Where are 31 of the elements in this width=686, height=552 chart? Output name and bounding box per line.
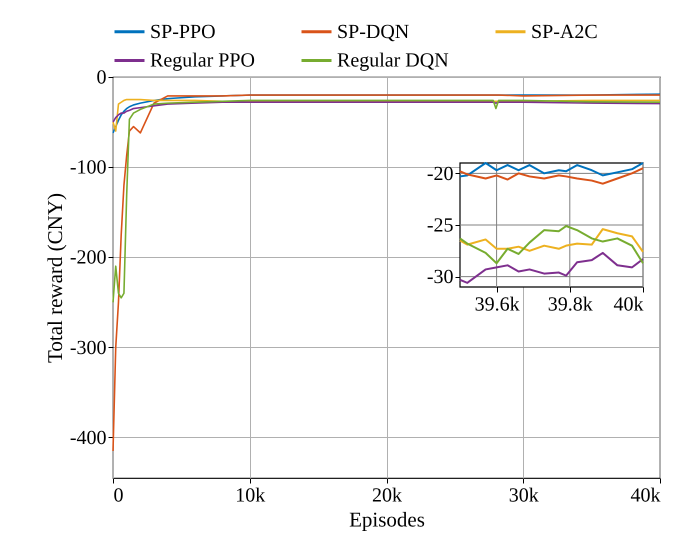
y-tick-label: -100 xyxy=(70,156,106,179)
x-tick-label: 0 xyxy=(114,484,124,506)
line-series xyxy=(112,101,661,123)
x-tick-label: 40k xyxy=(614,294,644,316)
line-series xyxy=(459,167,644,185)
line-series xyxy=(112,94,661,452)
x-tick-label: 39.8k xyxy=(548,294,593,316)
y-axis-title: Total reward (CNY) xyxy=(42,193,67,363)
y-tick-label: -25 xyxy=(426,214,454,236)
x-tick-label: 10k xyxy=(235,484,266,506)
y-tick-label: -400 xyxy=(70,426,106,449)
line-series xyxy=(459,228,644,253)
legend-label: SP-DQN xyxy=(337,20,410,43)
legend-label: SP-PPO xyxy=(150,20,216,43)
legend-label: Regular PPO xyxy=(150,50,255,72)
y-tick-label: 0 xyxy=(96,66,106,88)
line-series xyxy=(459,252,644,284)
legend-label: Regular DQN xyxy=(337,50,449,72)
legend-label: SP-A2C xyxy=(531,20,598,43)
y-tick-label: -30 xyxy=(426,266,454,288)
x-tick-label: 39.6k xyxy=(474,294,520,316)
line-series xyxy=(459,225,644,264)
y-tick-label: -20 xyxy=(426,162,454,185)
y-tick-label: -300 xyxy=(70,336,106,359)
x-tick-label: 30k xyxy=(508,484,539,506)
y-tick-label: -200 xyxy=(70,246,106,269)
line-series xyxy=(459,162,644,178)
line-series xyxy=(112,98,661,132)
x-tick-label: 20k xyxy=(372,484,402,506)
x-axis-title: Episodes xyxy=(349,508,425,532)
x-tick-label: 40k xyxy=(630,484,660,506)
